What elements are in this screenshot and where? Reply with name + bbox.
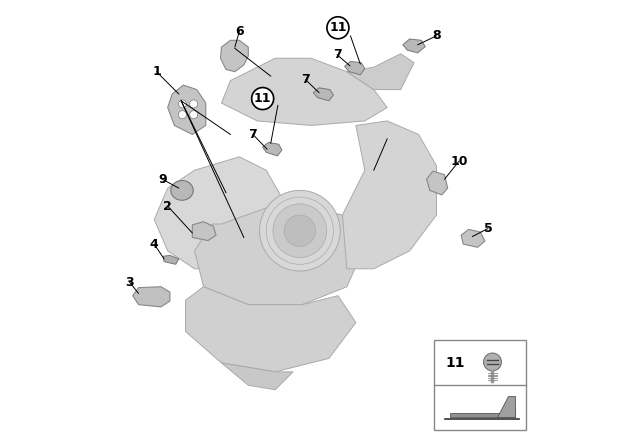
Polygon shape xyxy=(186,287,356,372)
Circle shape xyxy=(284,215,316,246)
Polygon shape xyxy=(450,409,515,417)
Polygon shape xyxy=(497,396,515,417)
Text: 7: 7 xyxy=(333,48,341,61)
Text: 1: 1 xyxy=(152,65,161,78)
Polygon shape xyxy=(163,255,179,264)
Polygon shape xyxy=(347,54,414,90)
Text: 7: 7 xyxy=(301,73,310,86)
Text: 5: 5 xyxy=(484,222,492,235)
Text: 11: 11 xyxy=(329,21,347,34)
Circle shape xyxy=(484,353,502,371)
Text: 3: 3 xyxy=(125,276,134,289)
Text: 9: 9 xyxy=(158,172,166,186)
Polygon shape xyxy=(192,222,216,241)
Polygon shape xyxy=(168,85,206,134)
Ellipse shape xyxy=(171,181,193,200)
Polygon shape xyxy=(427,171,448,195)
Text: 11: 11 xyxy=(254,92,271,105)
Polygon shape xyxy=(403,39,425,53)
Polygon shape xyxy=(221,363,293,390)
Polygon shape xyxy=(154,157,284,269)
Circle shape xyxy=(189,100,198,108)
Circle shape xyxy=(179,111,186,119)
Polygon shape xyxy=(221,40,248,72)
Polygon shape xyxy=(342,121,436,269)
Text: 11: 11 xyxy=(445,356,465,370)
Polygon shape xyxy=(195,202,365,305)
Text: 2: 2 xyxy=(163,199,172,213)
Text: 6: 6 xyxy=(235,25,244,38)
Circle shape xyxy=(179,100,186,108)
FancyBboxPatch shape xyxy=(435,340,526,430)
Polygon shape xyxy=(461,229,485,247)
Circle shape xyxy=(260,190,340,271)
Polygon shape xyxy=(345,61,365,75)
Polygon shape xyxy=(132,287,170,307)
Text: 8: 8 xyxy=(432,29,441,43)
Polygon shape xyxy=(314,88,333,101)
Polygon shape xyxy=(262,142,282,156)
Text: 4: 4 xyxy=(150,237,159,251)
Polygon shape xyxy=(221,58,387,125)
Circle shape xyxy=(189,111,198,119)
Text: 10: 10 xyxy=(450,155,468,168)
Text: 7: 7 xyxy=(248,128,257,141)
Circle shape xyxy=(273,204,327,258)
